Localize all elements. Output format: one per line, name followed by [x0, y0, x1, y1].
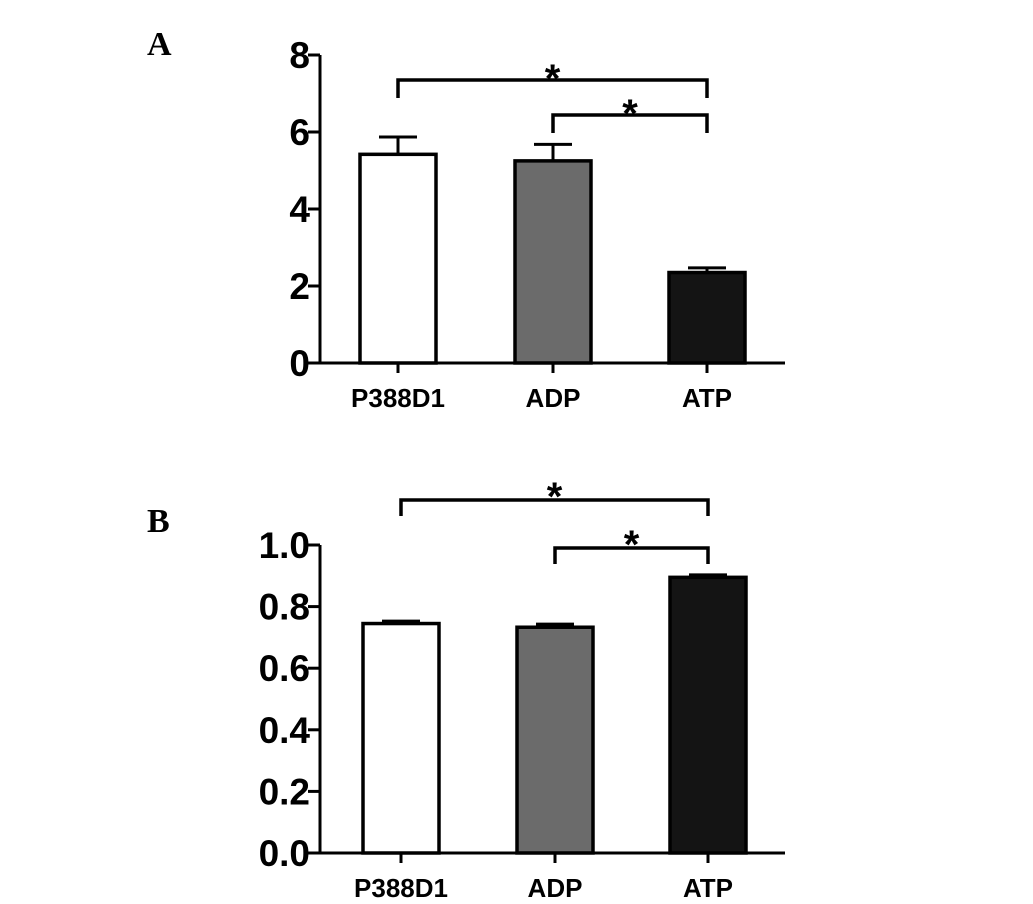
- bar-adp: [513, 159, 593, 365]
- significance-star: *: [547, 475, 563, 519]
- x-tick-label: ADP: [528, 873, 583, 903]
- bar-atp: [667, 270, 747, 365]
- y-tick-label: 0: [289, 343, 310, 384]
- y-tick-label: 0.6: [259, 648, 310, 689]
- y-tick-label: 1.0: [259, 525, 310, 566]
- y-tick-label: 8: [289, 35, 310, 76]
- x-tick-label: P388D1: [354, 873, 448, 903]
- x-tick-label: ATP: [682, 383, 732, 413]
- bar-p388d1: [358, 152, 438, 365]
- significance-star: *: [624, 523, 640, 567]
- x-tick-label: ADP: [526, 383, 581, 413]
- y-tick-label: 2: [289, 266, 310, 307]
- bar-p388d1: [361, 621, 441, 855]
- y-tick-label: 0.8: [259, 587, 310, 628]
- significance-bracket: [551, 113, 709, 133]
- chart-panel-b: 0.0 0.2 0.4 0.6 0.8 1.0 P388D1 ADP ATP * *: [259, 475, 785, 903]
- significance-bracket: [553, 546, 710, 564]
- y-tick-label: 0.4: [259, 710, 311, 751]
- bar-atp: [668, 575, 748, 855]
- panel-label-a: A: [147, 26, 172, 63]
- x-tick-label: ATP: [683, 873, 733, 903]
- significance-star: *: [622, 92, 638, 136]
- significance-bracket: [399, 498, 710, 516]
- panel-label-b: B: [147, 503, 170, 540]
- significance-star: *: [545, 57, 561, 101]
- x-tick-label: P388D1: [351, 383, 445, 413]
- y-tick-label: 0.2: [259, 771, 310, 812]
- y-tick-label: 0.0: [259, 833, 310, 874]
- significance-bracket: [396, 78, 709, 98]
- y-tick-label: 4: [289, 189, 310, 230]
- chart-panel-a: 0 2 4 6 8 P388D1 ADP ATP * *: [289, 35, 785, 413]
- y-tick-label: 6: [289, 112, 310, 153]
- bar-adp: [515, 625, 595, 855]
